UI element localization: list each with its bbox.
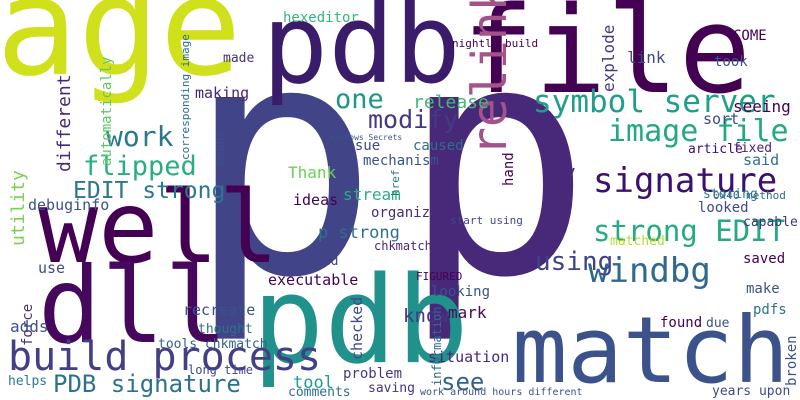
word: tool — [293, 373, 334, 393]
word: years upon — [712, 384, 790, 399]
word: way — [543, 162, 576, 183]
word: hand — [501, 152, 517, 186]
word: use — [38, 259, 65, 277]
word: symbol server — [533, 84, 776, 120]
word: chkmatch html — [374, 239, 468, 253]
word: problem — [343, 366, 402, 382]
word: means — [213, 130, 227, 166]
word: executable — [268, 271, 358, 289]
word: information — [430, 307, 444, 386]
word: due — [706, 316, 730, 331]
word: work — [106, 120, 174, 153]
word: age — [0, 0, 242, 107]
word: caused — [413, 138, 464, 154]
word: 0x40 method — [713, 189, 786, 202]
word: broken — [784, 335, 800, 386]
word: capable — [743, 215, 798, 230]
word: hexeditor — [283, 10, 359, 26]
word: seeing — [733, 97, 791, 116]
word: matched — [610, 234, 665, 249]
word: nightly build — [452, 37, 538, 50]
word: corresponding image — [179, 34, 192, 160]
word: mark — [448, 303, 487, 322]
word: organize — [371, 205, 438, 221]
word: stream — [343, 185, 401, 204]
word: image file — [608, 114, 789, 149]
word: storing — [703, 187, 758, 202]
word: pdfs — [753, 302, 787, 318]
word: long time — [188, 363, 253, 377]
word: href — [389, 170, 402, 197]
word: helps — [8, 374, 47, 389]
word: took — [714, 54, 748, 70]
word: generated — [268, 254, 338, 269]
word: work around hours different — [420, 387, 583, 398]
word: one — [335, 84, 384, 115]
word: pdb — [252, 252, 469, 391]
word: release — [413, 92, 489, 113]
word: match — [512, 297, 789, 400]
word: looked — [698, 200, 749, 216]
word: pdb — [262, 0, 461, 108]
word: comments — [288, 385, 351, 400]
word: Windows Secrets — [330, 133, 402, 142]
word: start using — [450, 214, 523, 227]
word: thought — [198, 322, 253, 337]
word: tools chkmatch — [158, 337, 268, 352]
word: saved — [743, 251, 785, 267]
word: explode — [599, 25, 618, 92]
word: debuginfo — [28, 196, 109, 214]
word: relink — [462, 0, 518, 156]
word: p — [186, 0, 379, 348]
word: mechanism — [363, 153, 439, 169]
word: p strong — [318, 223, 400, 243]
word: EDIT strong — [73, 178, 225, 204]
word: flipped — [83, 151, 197, 182]
word: file — [462, 0, 751, 121]
word: force — [20, 304, 36, 346]
word: dll — [38, 245, 228, 367]
word: signature — [593, 161, 777, 201]
word: adds — [10, 317, 49, 336]
word: utility — [8, 170, 29, 246]
word: p — [400, 0, 593, 348]
word: build process — [8, 334, 321, 380]
word: issue — [338, 138, 380, 154]
word: know — [403, 305, 449, 327]
word: FIGURED — [416, 270, 462, 283]
word: different — [54, 74, 75, 172]
word: strong EDIT — [593, 214, 785, 248]
word: make — [746, 281, 780, 297]
word: checked — [348, 297, 366, 360]
word: Thank — [288, 163, 337, 182]
word: looking — [431, 284, 490, 300]
word: saving — [368, 381, 415, 396]
word: PDB signature — [53, 370, 241, 398]
word: link — [627, 48, 666, 67]
word: fixed — [733, 141, 772, 156]
word: article — [688, 142, 743, 157]
word: modify — [368, 105, 458, 134]
word: see — [441, 368, 484, 396]
word: well — [38, 169, 279, 286]
word: windbg — [588, 251, 711, 291]
word: sort — [703, 110, 739, 128]
word: making — [195, 84, 249, 102]
word: said — [743, 151, 779, 169]
word: automatically — [99, 56, 115, 166]
word: COME — [733, 28, 767, 44]
word: recreate — [183, 301, 255, 319]
word: situation — [428, 348, 509, 366]
word: made — [223, 51, 254, 66]
word: using — [535, 247, 613, 277]
word: ideas — [293, 191, 338, 209]
word: found — [660, 315, 702, 331]
